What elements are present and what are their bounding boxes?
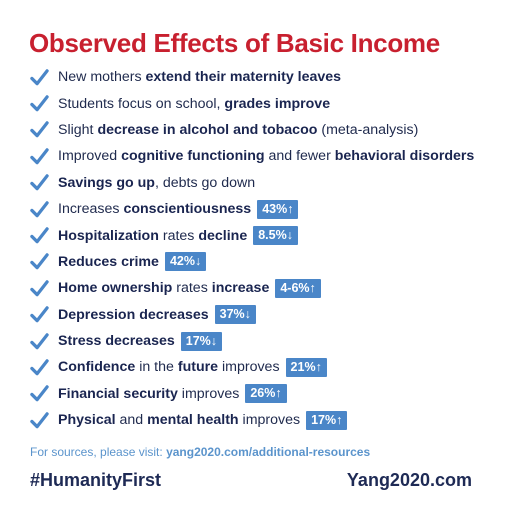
list-item: Savings go up, debts go down <box>30 170 500 196</box>
bold-text: Home ownership <box>58 280 173 297</box>
plain-text: Increases <box>58 201 124 218</box>
bold-text: extend their maternity leaves <box>145 69 342 86</box>
page-title: Observed Effects of Basic Income <box>29 28 440 58</box>
bold-text: Depression decreases <box>58 306 209 323</box>
plain-text: Slight <box>58 121 98 138</box>
checkmark-icon <box>30 306 49 323</box>
list-item-text: Students focus on school, grades improve <box>58 96 330 112</box>
plain-text: in the <box>135 359 178 376</box>
checkmark-icon <box>30 121 49 138</box>
list-item: Reduces crime 42%↓ <box>30 249 500 275</box>
checkmark-icon <box>30 332 49 349</box>
stat-badge: 4-6%↑ <box>275 278 321 298</box>
bold-text: Financial security <box>58 385 178 402</box>
bold-text: cognitive functioning <box>121 148 265 165</box>
checkmark-icon <box>30 95 49 112</box>
stat-badge: 37%↓ <box>214 305 256 325</box>
bold-text: decrease in alcohol and tobacoo <box>97 121 318 138</box>
hashtag: #HumanityFirst <box>30 470 162 490</box>
plain-text: Improved <box>58 148 122 165</box>
plain-text: Students focus on school, <box>58 95 225 112</box>
bold-text: increase <box>211 280 270 297</box>
stat-badge: 42%↓ <box>164 252 207 272</box>
list-item: Slight decrease in alcohol and tobacoo (… <box>30 117 500 143</box>
bold-text: decline <box>198 227 248 244</box>
list-item: Stress decreases 17%↓ <box>30 328 500 354</box>
checkmark-icon <box>30 227 49 244</box>
list-item-text: Confidence in the future improves <box>58 359 280 375</box>
stat-badge: 17%↓ <box>180 331 223 351</box>
bold-text: mental health <box>147 412 239 429</box>
plain-text: , debts go down <box>154 174 256 191</box>
list-item: Depression decreases 37%↓ <box>30 302 500 328</box>
list-item-text: Reduces crime <box>58 254 159 270</box>
list-item-text: Hospitalization rates decline <box>58 228 247 244</box>
checkmark-icon <box>30 68 49 85</box>
plain-text: rates <box>158 227 199 244</box>
list-item-text: Physical and mental health improves <box>58 412 300 428</box>
stat-badge: 21%↑ <box>285 357 327 377</box>
list-item-text: Increases conscientiousness <box>58 201 251 217</box>
list-item: Confidence in the future improves 21%↑ <box>30 354 500 380</box>
list-item: Home ownership rates increase 4-6%↑ <box>30 275 500 301</box>
stat-badge: 8.5%↓ <box>253 226 298 246</box>
sources-note: For sources, please visit: yang2020.com/… <box>30 445 370 459</box>
plain-text: improves <box>177 385 240 402</box>
stat-badge: 43%↑ <box>257 199 299 219</box>
checkmark-icon <box>30 385 49 402</box>
list-item-text: Savings go up, debts go down <box>58 175 255 191</box>
bold-text: future <box>177 359 219 376</box>
bold-text: Stress decreases <box>58 333 175 350</box>
plain-text: improves <box>218 359 280 376</box>
list-item-text: Slight decrease in alcohol and tobacoo (… <box>58 122 418 138</box>
bold-text: Physical <box>58 412 116 429</box>
list-item-text: Stress decreases <box>58 333 175 349</box>
checkmark-icon <box>30 148 49 165</box>
bold-text: grades improve <box>224 95 331 112</box>
checkmark-icon <box>30 412 49 429</box>
site-url[interactable]: Yang2020.com <box>346 470 472 490</box>
effects-list: New mothers extend their maternity leave… <box>30 64 500 433</box>
checkmark-icon <box>30 174 49 191</box>
list-item-text: Improved cognitive functioning and fewer… <box>58 148 474 164</box>
stat-badge: 26%↑ <box>245 384 287 404</box>
plain-text: and fewer <box>264 148 335 165</box>
plain-text: and <box>115 412 148 429</box>
bold-text: Reduces crime <box>58 253 159 270</box>
stat-badge: 17%↑ <box>306 410 348 430</box>
list-item: Hospitalization rates decline 8.5%↓ <box>30 222 500 248</box>
list-item: Increases conscientiousness 43%↑ <box>30 196 500 222</box>
list-item: Students focus on school, grades improve <box>30 90 500 116</box>
sources-link[interactable]: yang2020.com/additional-resources <box>166 445 371 459</box>
checkmark-icon <box>30 253 49 270</box>
plain-text: rates <box>172 280 212 297</box>
list-item-text: Home ownership rates increase <box>58 280 269 296</box>
bold-text: Savings go up <box>58 174 155 191</box>
list-item: Physical and mental health improves 17%↑ <box>30 407 500 433</box>
list-item: Improved cognitive functioning and fewer… <box>30 143 500 169</box>
plain-text: (meta-analysis) <box>317 121 419 138</box>
list-item-text: New mothers extend their maternity leave… <box>58 69 341 85</box>
bold-text: Hospitalization <box>58 227 159 244</box>
bold-text: behavioral disorders <box>334 148 475 165</box>
plain-text: improves <box>238 412 301 429</box>
checkmark-icon <box>30 280 49 297</box>
plain-text: New mothers <box>58 69 146 86</box>
bold-text: Confidence <box>58 359 136 376</box>
bold-text: conscientiousness <box>123 201 252 218</box>
list-item: New mothers extend their maternity leave… <box>30 64 500 90</box>
list-item-text: Depression decreases <box>58 307 209 323</box>
list-item: Financial security improves 26%↑ <box>30 381 500 407</box>
list-item-text: Financial security improves <box>58 386 239 402</box>
sources-prefix: For sources, please visit: <box>30 445 167 459</box>
checkmark-icon <box>30 200 49 217</box>
checkmark-icon <box>30 359 49 376</box>
